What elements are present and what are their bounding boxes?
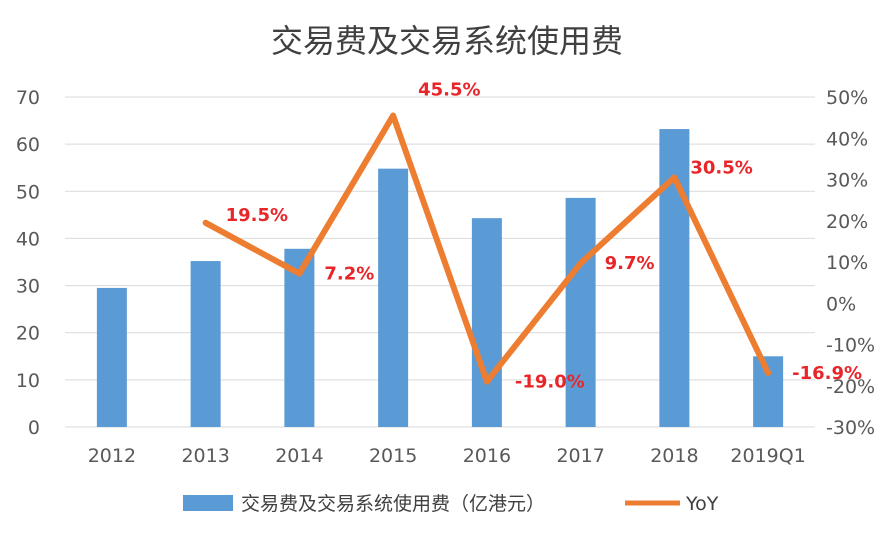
yoy-data-label: 30.5%	[690, 157, 752, 178]
bar	[565, 197, 596, 427]
right-tick-label: -10%	[826, 335, 875, 357]
x-tick-label: 2017	[556, 445, 604, 467]
right-tick-label: 0%	[826, 293, 856, 315]
bar	[284, 248, 315, 427]
left-tick-label: 60	[16, 134, 40, 156]
legend: 交易费及交易系统使用费（亿港元） YoY	[183, 493, 719, 515]
yoy-point	[765, 370, 771, 376]
yoy-data-label: -16.9%	[792, 363, 862, 384]
right-tick-label: 20%	[826, 211, 868, 233]
data-labels: 19.5% 7.2% 45.5% -19.0% 9.7% 30.5% -16.9%	[226, 80, 862, 393]
legend-line-label: YoY	[685, 493, 719, 515]
right-tick-label: 40%	[826, 128, 868, 150]
yoy-data-label: -19.0%	[515, 372, 585, 393]
yoy-point	[484, 379, 490, 385]
right-axis-ticks: -30% -20% -10% 0% 10% 20% 30% 40% 50%	[826, 87, 875, 439]
right-tick-label: -30%	[826, 417, 875, 439]
x-tick-label: 2012	[88, 445, 136, 467]
right-tick-label: 30%	[826, 170, 868, 192]
left-tick-label: 0	[28, 417, 40, 439]
line-series	[202, 112, 772, 385]
x-tick-label: 2019Q1	[730, 445, 805, 467]
yoy-data-label: 45.5%	[418, 80, 480, 101]
bar	[471, 218, 502, 427]
yoy-point	[296, 271, 302, 277]
x-tick-label: 2013	[181, 445, 229, 467]
right-tick-label: 50%	[826, 87, 868, 109]
legend-bar-swatch	[183, 495, 233, 511]
yoy-point	[671, 174, 677, 180]
bar	[190, 261, 221, 427]
x-tick-label: 2014	[275, 445, 323, 467]
right-tick-label: 10%	[826, 252, 868, 274]
chart-title: 交易费及交易系统使用费	[271, 22, 623, 60]
left-tick-label: 10	[16, 370, 40, 392]
left-tick-label: 70	[16, 87, 40, 109]
left-tick-label: 20	[16, 323, 40, 345]
yoy-point	[578, 260, 584, 266]
left-axis-ticks: 0 10 20 30 40 50 60 70	[16, 87, 40, 439]
x-axis-ticks: 2012 2013 2014 2015 2016 2017 2018 2019Q1	[88, 445, 806, 467]
legend-bar-label: 交易费及交易系统使用费（亿港元）	[241, 493, 545, 515]
yoy-point	[203, 220, 209, 226]
gridlines	[65, 96, 815, 428]
bar-series	[96, 129, 784, 428]
yoy-point	[390, 113, 396, 119]
bar	[96, 287, 127, 427]
left-tick-label: 50	[16, 181, 40, 203]
left-tick-label: 30	[16, 276, 40, 298]
yoy-data-label: 9.7%	[605, 253, 655, 274]
x-tick-label: 2018	[650, 445, 698, 467]
x-tick-label: 2016	[463, 445, 511, 467]
bar	[378, 168, 409, 427]
yoy-data-label: 7.2%	[324, 264, 374, 285]
yoy-data-label: 19.5%	[226, 205, 288, 226]
x-tick-label: 2015	[369, 445, 417, 467]
right-tick-label: -20%	[826, 376, 875, 398]
bar	[659, 129, 690, 428]
left-tick-label: 40	[16, 228, 40, 250]
